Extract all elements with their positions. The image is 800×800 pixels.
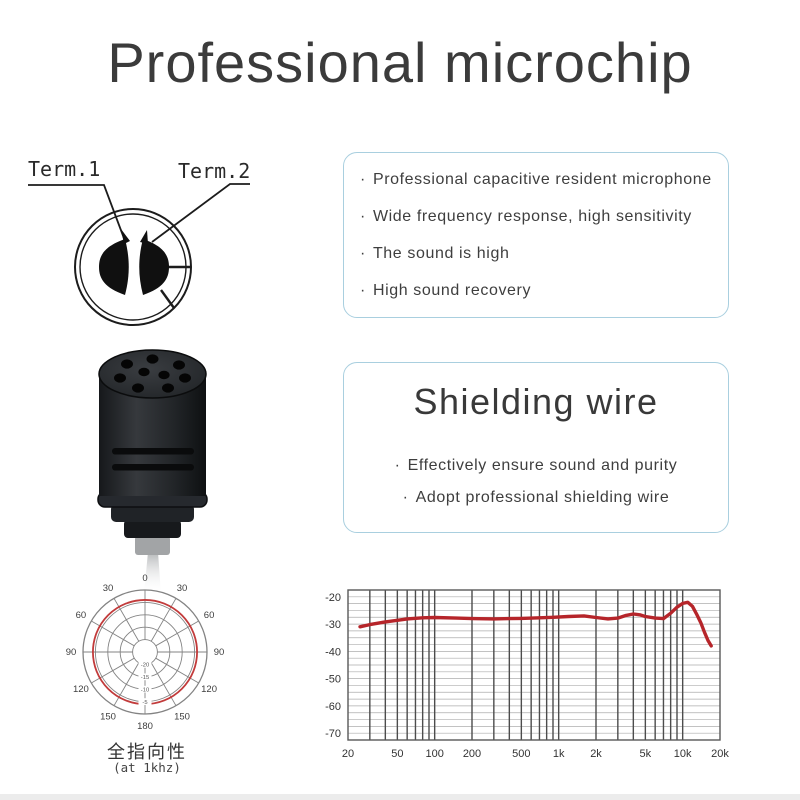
svg-text:-20: -20 [141, 663, 149, 669]
feature-text: Professional capacitive resident microph… [372, 170, 712, 188]
bullet-icon: · [360, 244, 366, 262]
polar-pattern-chart: 0 30 60 90 120 150 180 150 120 90 60 30 -20 -15 -10 -5 [66, 573, 225, 732]
svg-text:20: 20 [342, 748, 354, 760]
svg-text:-5: -5 [142, 700, 147, 706]
svg-text:120: 120 [73, 684, 89, 695]
connector-case-drawing [28, 183, 250, 326]
svg-text:20k: 20k [711, 748, 729, 760]
feature-item: · The sound is high [360, 245, 718, 263]
svg-text:0: 0 [142, 573, 147, 584]
bullet-icon: · [394, 457, 401, 474]
feature-item: · High sound recovery [360, 282, 718, 300]
svg-text:150: 150 [100, 711, 116, 722]
shielding-box: Shielding wire · Effectively ensure sound… [343, 362, 729, 533]
polar-chart-title: 全指向性 [107, 742, 187, 762]
svg-text:200: 200 [463, 748, 481, 760]
terminal-diagram: Term.1 Term.2 [28, 157, 250, 326]
svg-text:2k: 2k [590, 748, 602, 760]
shield-item: · Effectively ensure sound and purity [395, 457, 678, 475]
svg-text:-40: -40 [325, 646, 341, 658]
svg-text:-60: -60 [325, 701, 341, 713]
svg-text:-20: -20 [325, 592, 341, 604]
features-box: · Professional capacitive resident microp… [343, 152, 729, 318]
bottom-edge-strip [0, 794, 800, 800]
svg-text:-50: -50 [325, 674, 341, 686]
page-title: Professional microchip [107, 31, 693, 94]
mic-cable [144, 552, 161, 594]
svg-text:5k: 5k [640, 748, 652, 760]
mic-slit [112, 464, 194, 471]
connector-electrodes [99, 229, 169, 295]
shield-text: Effectively ensure sound and purity [407, 457, 678, 474]
svg-text:10k: 10k [674, 748, 692, 760]
svg-text:30: 30 [177, 583, 188, 594]
shielding-title: Shielding wire [413, 381, 659, 422]
mic-step-1 [111, 504, 194, 522]
mic-step-2 [124, 520, 181, 538]
svg-text:90: 90 [214, 647, 225, 658]
svg-text:500: 500 [512, 748, 530, 760]
svg-text:100: 100 [425, 748, 443, 760]
microphone-photo [97, 349, 208, 594]
mic-strain-relief [135, 536, 170, 555]
svg-text:-70: -70 [325, 728, 341, 740]
svg-text:180: 180 [137, 721, 153, 732]
svg-text:1k: 1k [553, 748, 565, 760]
svg-text:60: 60 [76, 610, 87, 621]
svg-text:-15: -15 [141, 675, 149, 681]
bullet-icon: · [360, 207, 366, 225]
bullet-icon: · [360, 281, 366, 299]
term2-label: Term.2 [178, 159, 250, 183]
svg-text:50: 50 [391, 748, 403, 760]
svg-text:120: 120 [201, 684, 217, 695]
shield-item: · Adopt professional shielding wire [403, 489, 670, 507]
polar-chart-subtitle: (at 1khz) [113, 760, 181, 775]
bullet-icon: · [360, 170, 366, 188]
svg-text:90: 90 [66, 647, 77, 658]
feature-text: The sound is high [372, 244, 510, 262]
svg-text:-30: -30 [325, 619, 341, 631]
mic-slit [112, 448, 194, 455]
feature-text: Wide frequency response, high sensitivit… [372, 207, 692, 225]
svg-text:-10: -10 [141, 687, 149, 693]
svg-text:150: 150 [174, 711, 190, 722]
term1-label: Term.1 [28, 157, 100, 181]
feature-item: · Wide frequency response, high sensitivi… [360, 208, 718, 226]
shield-text: Adopt professional shielding wire [415, 489, 670, 506]
feature-text: High sound recovery [372, 281, 532, 299]
feature-item: · Professional capacitive resident microp… [360, 171, 718, 189]
svg-text:30: 30 [103, 583, 114, 594]
svg-text:60: 60 [204, 610, 215, 621]
mic-top-holes [114, 354, 191, 393]
bullet-icon: · [402, 489, 409, 506]
